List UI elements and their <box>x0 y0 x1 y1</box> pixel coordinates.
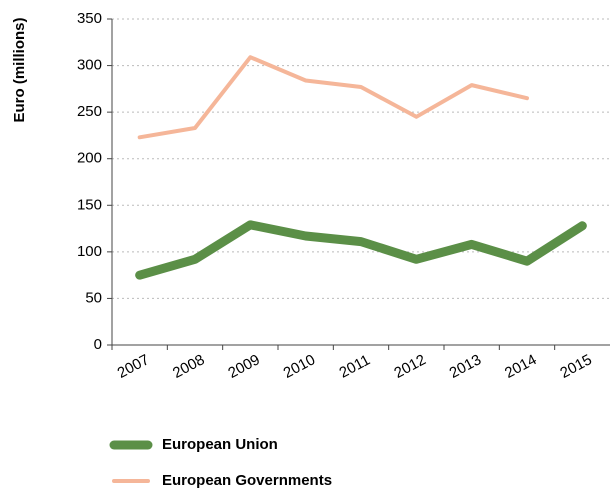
y-tick-label: 0 <box>94 336 102 353</box>
y-axis-label: Euro (millions) <box>11 17 28 122</box>
y-tick-label: 250 <box>77 103 102 120</box>
x-tick-label: 2015 <box>557 351 594 382</box>
y-tick-label: 300 <box>77 57 102 74</box>
data-line <box>137 55 529 140</box>
x-tick-label: 2013 <box>447 351 484 382</box>
x-tick-label: 2009 <box>225 351 262 382</box>
y-tick-label: 150 <box>77 196 102 213</box>
legend-label: European Governments <box>162 472 332 489</box>
x-tick-label: 2012 <box>391 351 428 382</box>
y-tick-label: 200 <box>77 150 102 167</box>
x-tick-label: 2007 <box>115 351 152 382</box>
x-tick-label: 2010 <box>281 351 318 382</box>
x-tick-label: 2014 <box>502 351 539 382</box>
data-line <box>135 220 587 280</box>
y-tick-label: 50 <box>85 289 102 306</box>
x-tick-label: 2008 <box>170 351 207 382</box>
y-tick-label: 350 <box>77 10 102 27</box>
x-tick-label: 2011 <box>337 351 373 381</box>
y-tick-label: 100 <box>77 243 102 260</box>
legend-label: European Union <box>162 436 278 453</box>
